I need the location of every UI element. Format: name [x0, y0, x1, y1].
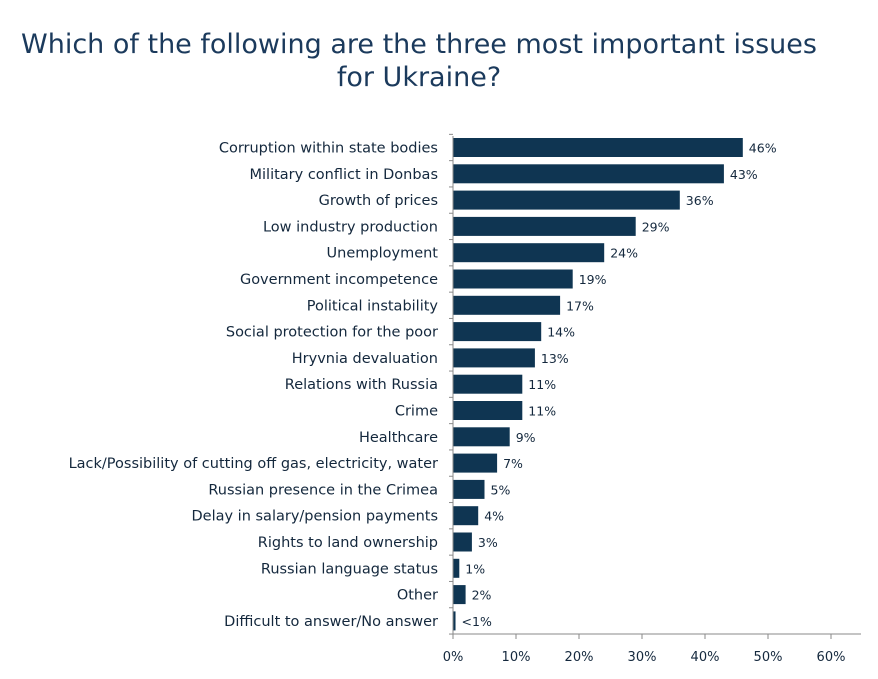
value-label: 14% [547, 325, 575, 340]
bar [453, 138, 743, 157]
bar [453, 558, 460, 578]
bar [453, 190, 680, 210]
category-label: Relations with Russia [285, 377, 438, 393]
x-tick-label: 40% [691, 650, 720, 665]
x-tick-label: 60% [817, 650, 846, 665]
category-label: Delay in salary/pension payments [191, 509, 438, 525]
chart-title: Which of the following are the three mos… [21, 29, 817, 93]
value-label: 5% [491, 482, 511, 497]
category-label: Lack/Possibility of cutting off gas, ele… [69, 456, 438, 472]
bar [453, 348, 535, 368]
bar [453, 401, 523, 420]
value-label: 2% [472, 588, 492, 603]
category-label: Government incompetence [240, 272, 438, 288]
value-label: 11% [528, 377, 556, 392]
value-label: 1% [465, 561, 485, 576]
value-label: 36% [686, 193, 714, 208]
x-tick-label: 30% [628, 650, 657, 665]
category-label: Difficult to answer/No answer [224, 614, 438, 630]
value-label: 29% [642, 219, 670, 234]
bar [453, 453, 498, 473]
value-label: <1% [462, 614, 492, 629]
bar [453, 295, 561, 315]
category-label: Corruption within state bodies [219, 141, 438, 157]
category-label: Growth of prices [319, 193, 438, 209]
bar [453, 585, 466, 605]
category-label: Rights to land ownership [258, 535, 438, 551]
bar [453, 269, 573, 289]
value-label: 4% [484, 509, 504, 524]
category-label: Russian presence in the Crimea [208, 482, 438, 498]
value-label: 7% [503, 456, 523, 471]
x-tick-label: 20% [565, 650, 594, 665]
value-label: 13% [541, 351, 569, 366]
category-label: Healthcare [359, 430, 438, 446]
bar [453, 532, 472, 552]
category-label: Russian language status [261, 561, 438, 577]
x-tick-label: 10% [502, 650, 531, 665]
bar [453, 164, 724, 184]
value-label: 43% [730, 167, 758, 182]
value-label: 24% [610, 246, 638, 261]
category-label: Social protection for the poor [226, 325, 438, 341]
bar [453, 322, 542, 342]
bar [453, 479, 485, 499]
value-label: 3% [478, 535, 498, 550]
bar [453, 374, 523, 394]
bar [453, 427, 510, 447]
category-label: Low industry production [263, 219, 438, 235]
value-label: 11% [528, 404, 556, 419]
category-label: Other [397, 588, 438, 604]
value-label: 17% [566, 298, 594, 313]
category-label: Crime [395, 404, 438, 420]
category-label: Military conflict in Donbas [250, 167, 438, 183]
value-label: 46% [749, 141, 777, 156]
bar [453, 506, 479, 526]
x-tick-label: 50% [754, 650, 783, 665]
category-label: Political instability [307, 298, 439, 314]
category-label: Hryvnia devaluation [292, 351, 438, 367]
x-tick-label: 0% [443, 650, 464, 665]
value-label: 9% [516, 430, 536, 445]
bar [453, 243, 605, 263]
category-label: Unemployment [327, 246, 439, 262]
bar [453, 216, 636, 236]
bar [453, 611, 456, 631]
value-label: 19% [579, 272, 607, 287]
